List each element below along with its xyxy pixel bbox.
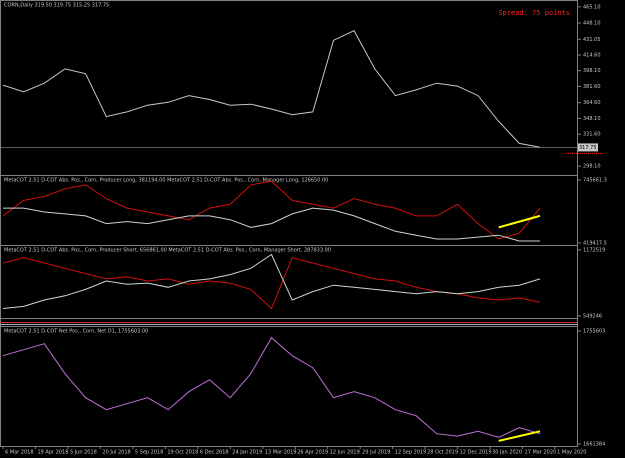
pane-title: MetaCOT 2.51 D-COT Net Pos., Corn, Net D… [4, 329, 148, 335]
spread-label: Spread: 75 points [498, 9, 570, 17]
y-tick-label: 431.05 [583, 37, 601, 43]
x-tick-label: 5 Jun 2018 [70, 450, 97, 456]
y-tick-label: 348.10 [583, 116, 601, 122]
y-tick-label: 448.10 [583, 20, 601, 26]
x-tick-label: 13 Mar 2019 [265, 450, 297, 456]
x-tick-label: 19 Oct 2018 [167, 450, 198, 456]
y-tick-label: 549246 [583, 314, 602, 320]
x-tick-label: 30 Jan 2020 [492, 450, 522, 456]
x-tick-label: 29 Jul 2019 [362, 450, 390, 456]
y-tick-label: 1172519 [583, 248, 605, 254]
pane-title: CORN,Daily 319.50 319.75 315.25 317.75 [4, 3, 109, 9]
y-tick-label: 745661.3 [583, 178, 607, 184]
x-tick-label: 17 Mar 2020 [525, 450, 557, 456]
x-tick-label: 5 Sep 2018 [135, 450, 164, 456]
x-tick-label: 28 Oct 2019 [427, 450, 458, 456]
x-tick-label: 20 Jul 2018 [102, 450, 130, 456]
y-tick-label: 419417.5 [583, 241, 607, 247]
price-box [578, 143, 598, 152]
x-tick-label: 12 Sep 2019 [395, 450, 427, 456]
y-tick-label: 1755603 [583, 329, 605, 335]
y-tick-label: 364.60 [583, 100, 601, 106]
series-line [3, 207, 540, 242]
series-line [2, 336, 541, 438]
y-tick-label: 1661384 [583, 442, 605, 448]
series-line [2, 30, 541, 148]
x-tick-label: 12 Jun 2019 [330, 450, 360, 456]
x-tick-label: 6 Mar 2018 [5, 450, 34, 456]
y-tick-label: 331.60 [583, 132, 601, 138]
x-tick-label: 12 Dec 2019 [460, 450, 492, 456]
y-tick-label: 465.10 [583, 4, 601, 10]
x-tick-label: 6 Dec 2018 [200, 450, 229, 456]
series-line [498, 430, 541, 442]
pane-title: MetaCOT 2.51 D-COT Abs. Pos., Corn, Prod… [4, 178, 328, 184]
frame [0, 0, 578, 447]
series-line [498, 214, 541, 229]
y-tick-label: 414.60 [583, 52, 601, 58]
x-tick-label: 24 Jan 2019 [232, 450, 262, 456]
series-line [2, 253, 541, 309]
series-line [2, 180, 541, 240]
y-tick-label: 398.10 [583, 68, 601, 74]
y-tick-label: 381.60 [583, 84, 601, 90]
x-tick-label: 1 May 2020 [557, 450, 586, 456]
x-tick-label: 26 Apr 2019 [297, 450, 328, 456]
y-tick-label: 298.10 [583, 164, 601, 170]
x-tick-label: 19 Apr 2018 [37, 450, 68, 456]
pane-title: MetaCOT 2.51 D-COT Abs. Pos., Corn, Prod… [4, 248, 331, 254]
current-price: 317.75 [579, 145, 597, 151]
